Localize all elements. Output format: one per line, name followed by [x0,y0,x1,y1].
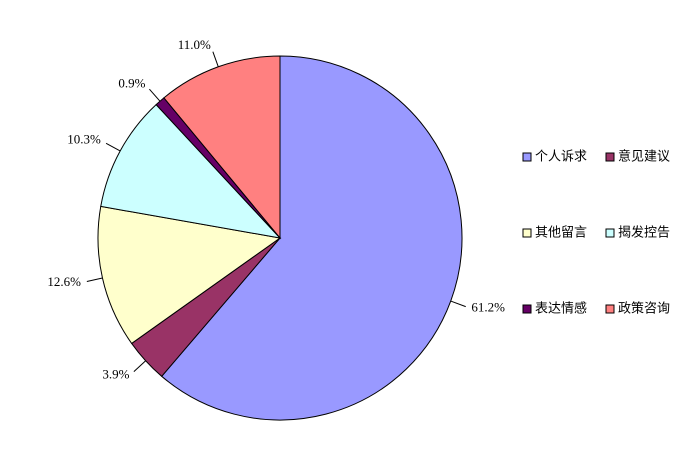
legend-swatch [605,152,615,162]
value-label: 12.6% [47,274,81,289]
leader-line [450,300,466,308]
value-label: 61.2% [471,300,505,315]
leader-line [212,51,219,67]
legend-label: 揭发控告 [618,225,670,241]
legend-label: 意见建议 [618,149,670,165]
legend-label: 表达情感 [535,301,587,317]
leader-line [133,360,147,372]
leader-line [105,142,121,152]
legend-label: 其他留言 [535,226,587,241]
pie-slice [97,205,282,345]
legend-label: 政策咨询 [618,301,670,317]
legend-swatch [522,304,532,314]
value-label: 11.0% [178,37,211,52]
legend-swatch [605,228,615,238]
value-label: 0.9% [118,76,145,91]
legend-swatch [522,228,532,238]
value-label: 3.9% [102,367,129,382]
legend-swatch [522,152,532,162]
legend-swatch [605,304,615,314]
legend-label: 个人诉求 [535,150,587,165]
pie-slice [163,55,281,240]
leader-line [86,277,103,283]
pie-slice [160,55,463,421]
leader-line [149,88,161,102]
pie-slice [100,103,282,239]
value-label: 10.3% [67,131,101,146]
